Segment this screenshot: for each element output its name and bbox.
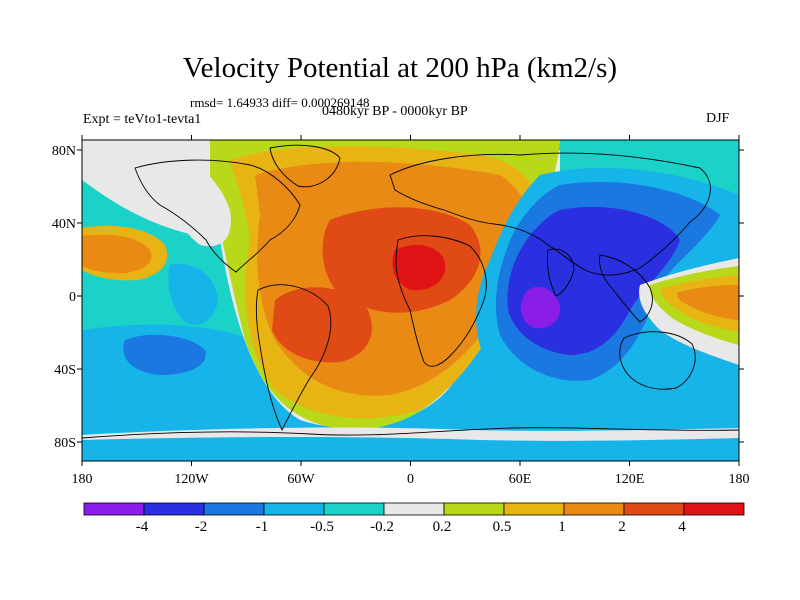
lat-tick-marks — [77, 149, 744, 443]
contour-lightblue-antarctic — [82, 437, 739, 461]
coast-africa — [395, 235, 487, 367]
coast-europe-asia — [389, 152, 711, 276]
period-label: 0480kyr BP - 0000kyr BP — [322, 104, 468, 119]
lat-tick-label: 80S — [54, 436, 76, 451]
stats-line: rmsd= 1.64933 diff= 0.000269148 — [190, 95, 370, 110]
colorbar-label: -0.5 — [310, 519, 334, 535]
coast-india — [547, 248, 575, 297]
coastlines — [82, 144, 739, 439]
contour-blue-southpacific — [123, 334, 206, 375]
colorbar-cell — [83, 502, 145, 516]
colorbar-cell — [203, 502, 265, 516]
coast-south-america — [255, 284, 332, 432]
colorbar-label: 2 — [618, 519, 626, 535]
colorbar-label: -1 — [255, 519, 269, 535]
contour-orange-centralpacific — [82, 234, 152, 274]
coast-greenland — [269, 144, 341, 188]
contour-field — [82, 140, 739, 461]
colorbar-cell — [143, 502, 205, 516]
contour-neutral-northpacific — [150, 140, 231, 247]
colorbar — [83, 502, 745, 516]
season-label: DJF — [706, 111, 730, 126]
colorbar-cell — [323, 502, 385, 516]
coast-north-america — [134, 159, 301, 273]
colorbar-label: -4 — [135, 519, 149, 535]
colorbar-label: -0.2 — [370, 519, 394, 535]
contour-lightblue-southpacific — [168, 264, 218, 325]
lon-tick-label: 120E — [615, 472, 645, 487]
colorbar-label: 0.2 — [432, 519, 452, 535]
colorbar-cell — [263, 502, 325, 516]
lon-tick-label: 60W — [287, 472, 315, 487]
lon-tick-label: 60E — [509, 472, 532, 487]
lon-tick-label: 180 — [729, 472, 750, 487]
plot-title: Velocity Potential at 200 hPa (km2/s) — [182, 52, 618, 84]
colorbar-cell — [563, 502, 625, 516]
coast-australia — [619, 331, 696, 390]
lat-tick-label: 0 — [69, 290, 76, 305]
colorbar-label: -2 — [194, 519, 208, 535]
colorbar-label: 1 — [558, 519, 566, 535]
contour-red-africa — [392, 244, 446, 291]
colorbar-label: 4 — [678, 519, 686, 535]
colorbar-cell — [623, 502, 685, 516]
contour-orange-westpacific — [676, 285, 739, 320]
lat-tick-label: 80N — [52, 144, 76, 159]
experiment-label: Expt = teVto1-tevta1 — [83, 112, 202, 127]
colorbar-cell — [443, 502, 505, 516]
lon-tick-label: 120W — [174, 472, 209, 487]
contour-redorange-southamerica — [272, 287, 372, 363]
lon-tick-marks — [81, 135, 740, 466]
contour-purple-minimum — [520, 286, 561, 329]
colorbar-label: 0.5 — [492, 519, 512, 535]
lat-tick-label: 40S — [54, 363, 76, 378]
colorbar-cell — [683, 502, 745, 516]
colorbar-cell — [383, 502, 445, 516]
lon-tick-label: 0 — [407, 472, 414, 487]
lon-tick-label: 180 — [72, 472, 93, 487]
lat-tick-label: 40N — [52, 217, 76, 232]
colorbar-cell — [503, 502, 565, 516]
coast-antarctica — [82, 427, 739, 439]
coast-southeast-asia — [599, 254, 653, 323]
